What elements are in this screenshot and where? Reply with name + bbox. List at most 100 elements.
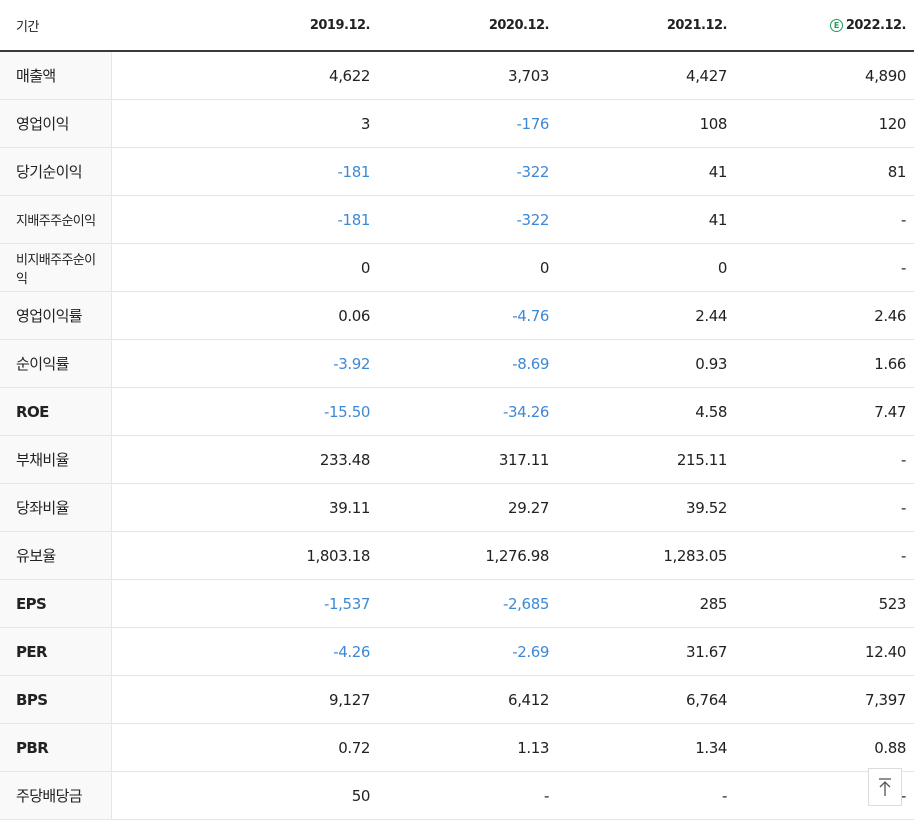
cell-2021: 4,427	[557, 51, 735, 100]
cell-2019: -3.92	[111, 339, 378, 388]
cell-2022: 523	[735, 579, 914, 628]
table-header-row: 기간 2019.12. 2020.12. 2021.12. E 2022.12.	[0, 0, 914, 52]
cell-2022: -	[735, 243, 914, 292]
row-label: 비지배주주순이익	[0, 243, 112, 292]
row-label: 주당배당금	[0, 771, 112, 820]
arrow-up-to-line-icon	[879, 778, 891, 796]
table-row: EPS -1,537 -2,685 285 523	[0, 579, 914, 628]
cell-2021: 6,764	[557, 675, 735, 724]
cell-2019: -1,537	[111, 579, 378, 628]
table-row: 순이익률 -3.92 -8.69 0.93 1.66	[0, 339, 914, 388]
scroll-to-top-button[interactable]	[868, 768, 902, 806]
cell-2022: 81	[735, 147, 914, 196]
table-row: 부채비율 233.48 317.11 215.11-	[0, 435, 914, 484]
cell-2022: 7,397	[735, 675, 914, 724]
table-row: 영업이익률 0.06 -4.76 2.44 2.46	[0, 291, 914, 340]
table-body: 매출액 4,622 3,703 4,427 4,890 영업이익 3 -176 108 120 당기…	[0, 51, 914, 820]
cell-2021: 41	[557, 195, 735, 244]
row-label: 부채비율	[0, 435, 112, 484]
table-row: 주당배당금 50- - -	[0, 771, 914, 820]
cell-2019: -15.50	[111, 387, 378, 436]
cell-2020: 29.27	[378, 483, 557, 532]
row-label: EPS	[0, 579, 112, 628]
cell-2019: 9,127	[111, 675, 378, 724]
cell-2020: -8.69	[378, 339, 557, 388]
cell-2020: -	[378, 771, 557, 820]
cell-2021: -	[557, 771, 735, 820]
row-label: PBR	[0, 723, 112, 772]
cell-2022: -	[735, 435, 914, 484]
cell-2019: 0	[111, 243, 378, 292]
cell-2022: 12.40	[735, 627, 914, 676]
cell-2021: 108	[557, 99, 735, 148]
cell-2019: -181	[111, 195, 378, 244]
cell-2021: 1.34	[557, 723, 735, 772]
cell-2019: 50	[111, 771, 378, 820]
table-row: ROE -15.50 -34.26 4.58 7.47	[0, 387, 914, 436]
cell-2020: -2,685	[378, 579, 557, 628]
table-row: PBR 0.72 1.13 1.34 0.88	[0, 723, 914, 772]
table-row: 유보율 1,803.18 1,276.98 1,283.05-	[0, 531, 914, 580]
cell-2022: 2.46	[735, 291, 914, 340]
cell-2021: 41	[557, 147, 735, 196]
cell-2020: 317.11	[378, 435, 557, 484]
cell-2020: -34.26	[378, 387, 557, 436]
cell-2022: -	[735, 195, 914, 244]
cell-2020: 3,703	[378, 51, 557, 100]
cell-2020: 0	[378, 243, 557, 292]
period-col-2019: 2019.12.	[111, 0, 378, 52]
cell-2019: 0.06	[111, 291, 378, 340]
table-row: 당기순이익 -181 -322 41 81	[0, 147, 914, 196]
period-col-2022-label: 2022.12.	[845, 17, 907, 33]
cell-2019: 1,803.18	[111, 531, 378, 580]
table-row: 매출액 4,622 3,703 4,427 4,890	[0, 51, 914, 100]
cell-2019: 0.72	[111, 723, 378, 772]
estimate-badge-icon: E	[829, 18, 843, 32]
cell-2021: 0.93	[557, 339, 735, 388]
cell-2021: 39.52	[557, 483, 735, 532]
cell-2019: 3	[111, 99, 378, 148]
row-label: 매출액	[0, 51, 112, 100]
table-row: 비지배주주순이익 0 0 0-	[0, 243, 914, 292]
period-col-2022-estimate: E 2022.12.	[735, 0, 914, 52]
cell-2020: -322	[378, 195, 557, 244]
cell-2022: 4,890	[735, 51, 914, 100]
cell-2022: -	[735, 531, 914, 580]
row-label: 당기순이익	[0, 147, 112, 196]
cell-2020: 1.13	[378, 723, 557, 772]
cell-2021: 31.67	[557, 627, 735, 676]
table-row: 지배주주순이익 -181 -322 41-	[0, 195, 914, 244]
cell-2021: 0	[557, 243, 735, 292]
cell-2021: 2.44	[557, 291, 735, 340]
cell-2022: 7.47	[735, 387, 914, 436]
row-label: 유보율	[0, 531, 112, 580]
cell-2020: 6,412	[378, 675, 557, 724]
cell-2019: -181	[111, 147, 378, 196]
period-col-2021: 2021.12.	[557, 0, 735, 52]
row-label: PER	[0, 627, 112, 676]
cell-2019: 4,622	[111, 51, 378, 100]
cell-2022: -	[735, 483, 914, 532]
row-label: BPS	[0, 675, 112, 724]
table-row: 당좌비율 39.11 29.27 39.52-	[0, 483, 914, 532]
row-label: 순이익률	[0, 339, 112, 388]
row-label: ROE	[0, 387, 112, 436]
row-label: 영업이익률	[0, 291, 112, 340]
cell-2020: 1,276.98	[378, 531, 557, 580]
cell-2022: 1.66	[735, 339, 914, 388]
period-col-2020: 2020.12.	[378, 0, 557, 52]
table-row: BPS 9,127 6,412 6,764 7,397	[0, 675, 914, 724]
cell-2020: -176	[378, 99, 557, 148]
cell-2019: 39.11	[111, 483, 378, 532]
row-label: 당좌비율	[0, 483, 112, 532]
cell-2020: -322	[378, 147, 557, 196]
cell-2019: 233.48	[111, 435, 378, 484]
table-row: PER -4.26 -2.69 31.67 12.40	[0, 627, 914, 676]
cell-2020: -2.69	[378, 627, 557, 676]
row-label: 영업이익	[0, 99, 112, 148]
cell-2022: 0.88	[735, 723, 914, 772]
period-header: 기간	[0, 0, 111, 52]
cell-2020: -4.76	[378, 291, 557, 340]
row-label: 지배주주순이익	[0, 195, 112, 244]
